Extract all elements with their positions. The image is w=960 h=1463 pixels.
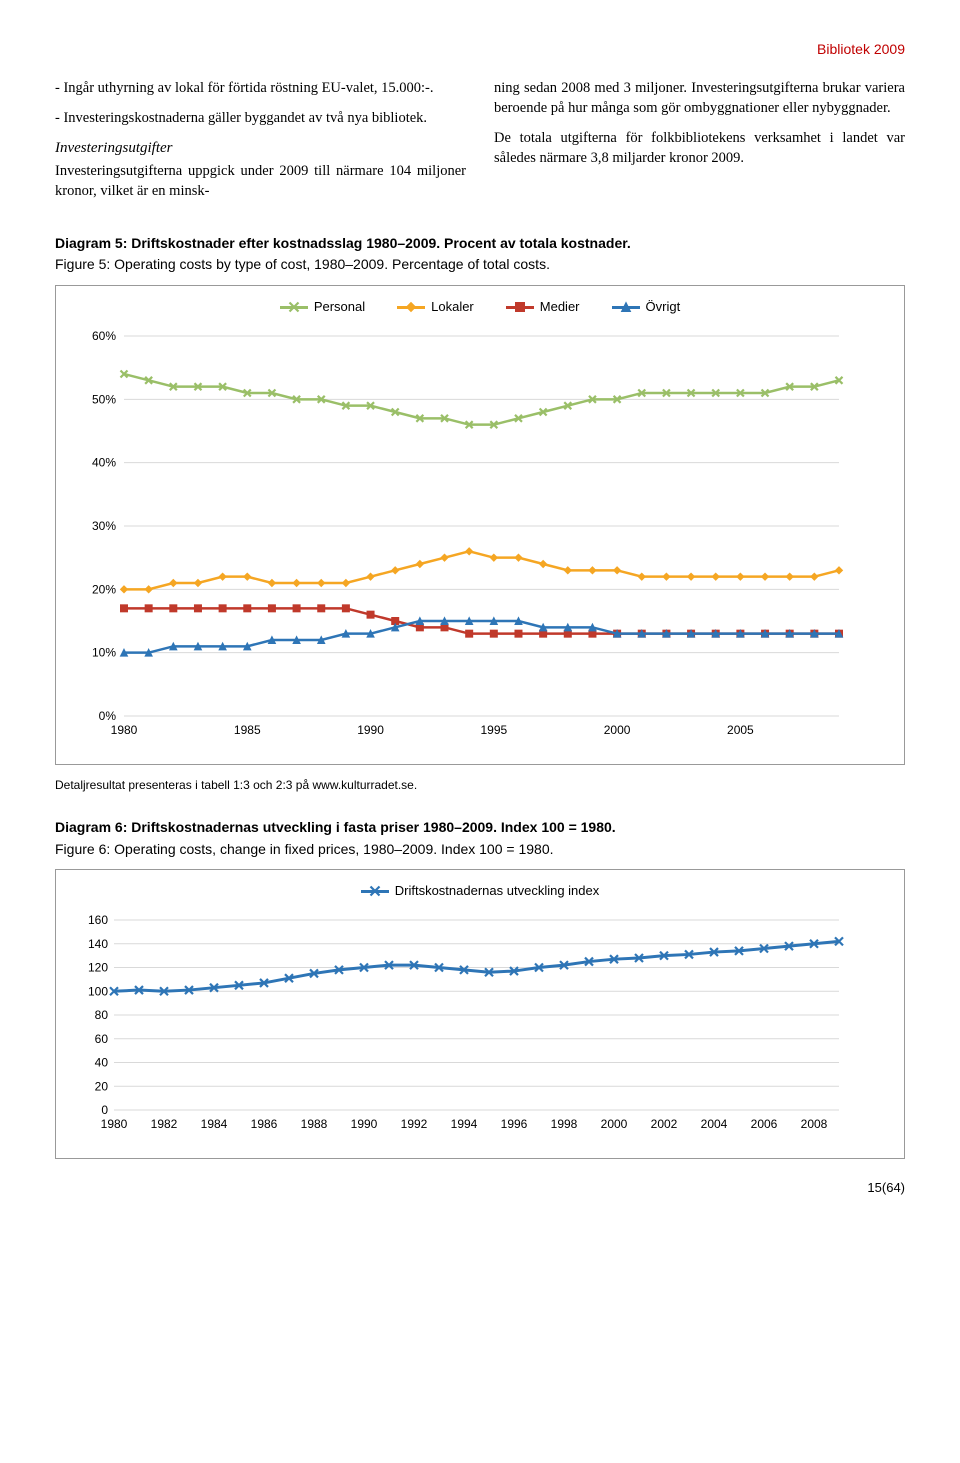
- svg-text:1996: 1996: [501, 1117, 528, 1131]
- body-text-columns: - Ingår uthyrning av lokal för förtida r…: [55, 78, 905, 212]
- svg-text:2000: 2000: [601, 1117, 628, 1131]
- svg-text:1988: 1988: [301, 1117, 328, 1131]
- svg-text:0: 0: [101, 1103, 108, 1117]
- diagram6-chart: Driftskostnadernas utveckling index 0 20 4…: [55, 869, 905, 1159]
- right-para-1: ning sedan 2008 med 3 miljoner. Invester…: [494, 78, 905, 119]
- legend-item: Medier: [506, 298, 580, 316]
- svg-text:60: 60: [95, 1032, 109, 1046]
- svg-text:2004: 2004: [701, 1117, 728, 1131]
- svg-text:2006: 2006: [751, 1117, 778, 1131]
- svg-text:50%: 50%: [92, 392, 116, 406]
- diagram5-legend: Personal Lokaler Medier Övrigt: [74, 298, 886, 316]
- svg-text:1984: 1984: [201, 1117, 228, 1131]
- svg-text:1985: 1985: [234, 723, 261, 737]
- legend-item: Övrigt: [612, 298, 681, 316]
- svg-text:20: 20: [95, 1080, 109, 1094]
- legend-label: Driftskostnadernas utveckling index: [395, 882, 600, 900]
- legend-label: Personal: [314, 298, 365, 316]
- svg-text:1990: 1990: [357, 723, 384, 737]
- left-para-3: Investeringsutgifterna uppgick under 200…: [55, 161, 466, 202]
- legend-label: Lokaler: [431, 298, 474, 316]
- svg-text:1994: 1994: [451, 1117, 478, 1131]
- svg-text:140: 140: [88, 937, 108, 951]
- legend-item: Personal: [280, 298, 365, 316]
- svg-text:120: 120: [88, 961, 108, 975]
- svg-text:1982: 1982: [151, 1117, 178, 1131]
- diagram5-title: Diagram 5: Driftskostnader efter kostnad…: [55, 234, 905, 254]
- left-para-2: - Investeringskostnaderna gäller byggand…: [55, 108, 466, 128]
- investeringsutgifter-heading: Investeringsutgifter: [55, 138, 466, 159]
- left-column: - Ingår uthyrning av lokal för förtida r…: [55, 78, 466, 212]
- svg-text:60%: 60%: [92, 329, 116, 343]
- svg-text:2008: 2008: [801, 1117, 828, 1131]
- svg-text:1995: 1995: [480, 723, 507, 737]
- right-para-2: De totala utgifterna för folkbiblioteken…: [494, 128, 905, 169]
- svg-text:1986: 1986: [251, 1117, 278, 1131]
- right-column: ning sedan 2008 med 3 miljoner. Invester…: [494, 78, 905, 212]
- svg-text:10%: 10%: [92, 646, 116, 660]
- svg-text:1980: 1980: [111, 723, 138, 737]
- svg-text:1998: 1998: [551, 1117, 578, 1131]
- legend-label: Medier: [540, 298, 580, 316]
- svg-text:20%: 20%: [92, 582, 116, 596]
- svg-text:40%: 40%: [92, 456, 116, 470]
- svg-text:80: 80: [95, 1008, 109, 1022]
- svg-text:40: 40: [95, 1056, 109, 1070]
- svg-text:1980: 1980: [101, 1117, 128, 1131]
- left-para-1: - Ingår uthyrning av lokal för förtida r…: [55, 78, 466, 98]
- svg-text:0%: 0%: [99, 709, 117, 723]
- svg-text:100: 100: [88, 985, 108, 999]
- svg-text:30%: 30%: [92, 519, 116, 533]
- legend-item: Driftskostnadernas utveckling index: [361, 882, 600, 900]
- svg-text:2002: 2002: [651, 1117, 678, 1131]
- diagram6-legend: Driftskostnadernas utveckling index: [74, 882, 886, 900]
- diagram5-subtitle: Figure 5: Operating costs by type of cos…: [55, 255, 905, 275]
- svg-text:160: 160: [88, 913, 108, 927]
- report-header: Bibliotek 2009: [55, 40, 905, 60]
- svg-text:1992: 1992: [401, 1117, 428, 1131]
- svg-text:1990: 1990: [351, 1117, 378, 1131]
- diagram6-title: Diagram 6: Driftskostnadernas utveckling…: [55, 818, 905, 838]
- legend-item: Lokaler: [397, 298, 474, 316]
- svg-text:2000: 2000: [604, 723, 631, 737]
- diagram5-note: Detaljresultat presenteras i tabell 1:3 …: [55, 777, 905, 794]
- diagram5-chart: Personal Lokaler Medier Övrigt 0% 10% 20% 30% 4…: [55, 285, 905, 765]
- svg-text:2005: 2005: [727, 723, 754, 737]
- legend-label: Övrigt: [646, 298, 681, 316]
- diagram6-subtitle: Figure 6: Operating costs, change in fix…: [55, 840, 905, 860]
- page-number: 15(64): [55, 1179, 905, 1197]
